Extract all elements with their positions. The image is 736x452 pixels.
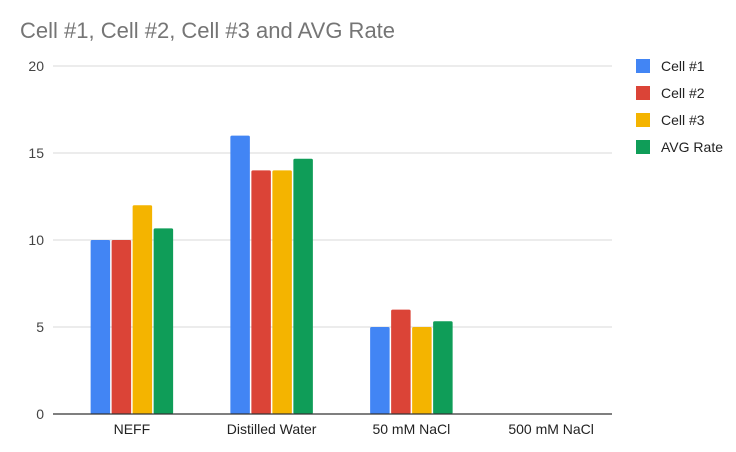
x-category-label: 50 mM NaCl	[372, 421, 450, 437]
y-tick-label: 15	[28, 145, 44, 161]
bars	[90, 135, 453, 414]
legend-label: Cell #3	[661, 112, 705, 128]
legend-swatch	[636, 86, 650, 100]
legend-label: Cell #2	[661, 85, 705, 101]
bar	[272, 170, 292, 414]
x-category-label: Distilled Water	[227, 421, 317, 437]
bar	[90, 240, 111, 414]
y-tick-label: 0	[36, 406, 44, 422]
bar	[230, 135, 250, 414]
x-axis-categories: NEFF Distilled Water 50 mM NaCl 500 mM NaCl	[114, 421, 594, 437]
bar	[433, 321, 453, 414]
bar	[412, 327, 432, 414]
y-tick-label: 5	[36, 319, 44, 335]
y-axis-ticks: 0 5 10 15 20	[28, 58, 44, 422]
legend-swatch	[636, 140, 650, 154]
bar	[132, 205, 153, 414]
bar	[391, 309, 411, 414]
y-tick-label: 10	[28, 232, 44, 248]
legend-swatch	[636, 113, 650, 127]
legend-swatch	[636, 59, 650, 73]
y-tick-label: 20	[28, 58, 44, 74]
x-category-label: 500 mM NaCl	[508, 421, 594, 437]
bar	[251, 170, 271, 414]
bar	[111, 240, 132, 414]
bar	[153, 228, 174, 414]
chart-title: Cell #1, Cell #2, Cell #3 and AVG Rate	[20, 18, 395, 43]
x-category-label: NEFF	[114, 421, 151, 437]
bar	[293, 158, 313, 414]
bar	[370, 327, 390, 414]
legend: Cell #1 Cell #2 Cell #3 AVG Rate	[636, 58, 723, 155]
legend-label: Cell #1	[661, 58, 705, 74]
legend-label: AVG Rate	[661, 139, 723, 155]
